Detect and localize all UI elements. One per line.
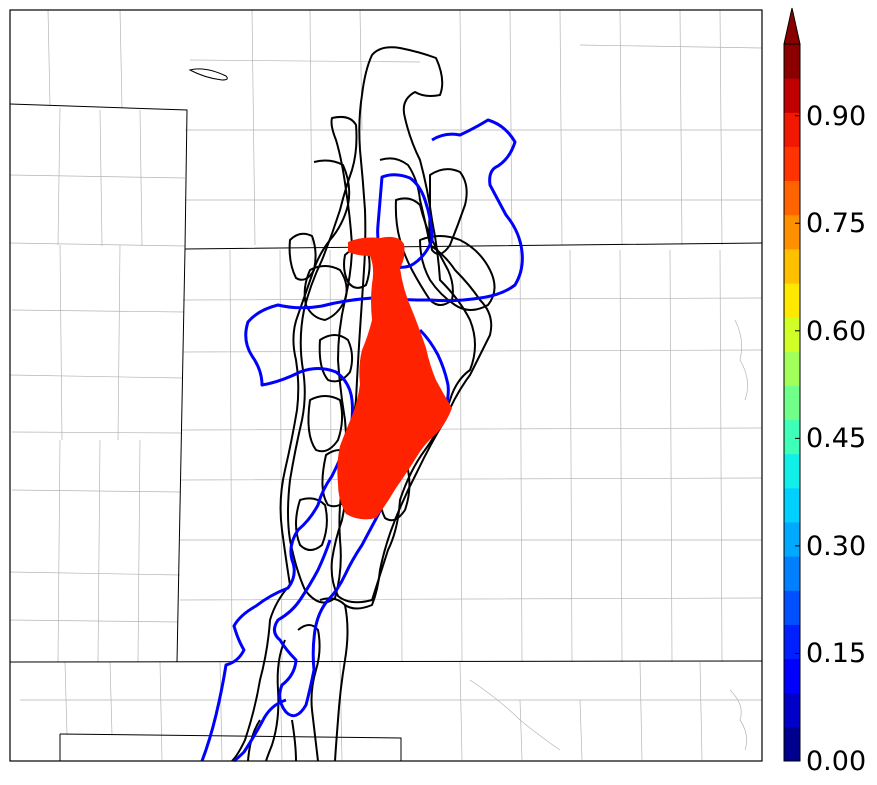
colorbar-segment (784, 78, 800, 113)
colorbar-segments (784, 44, 800, 762)
colorbar-segment (784, 590, 800, 625)
colorbar-tick-label: 0.00 (806, 746, 867, 777)
colorbar-segment (784, 556, 800, 591)
colorbar-tick-label: 0.15 (806, 638, 867, 670)
colorbar (783, 7, 801, 762)
colorbar-segment (784, 283, 800, 318)
colorbar-segment (784, 726, 800, 762)
county-lines (9, 9, 763, 761)
colorbar-segment (784, 146, 800, 182)
colorbar-segment (784, 419, 800, 455)
colorbar-segment (784, 248, 800, 284)
colorbar-segment (784, 214, 800, 250)
colorbar-segment (784, 385, 800, 421)
colorbar-tick-label: 0.30 (806, 530, 867, 562)
colorbar-segment (784, 180, 800, 216)
high-probability-area (337, 236, 452, 520)
colorbar-tick-marks (795, 115, 800, 762)
colorbar-segment (784, 112, 800, 147)
colorbar-segment (784, 351, 800, 386)
colorbar-segment (784, 692, 800, 728)
colorbar-tick-label: 0.75 (806, 208, 867, 240)
map-frame (9, 9, 763, 762)
map-panel (9, 9, 763, 763)
colorbar-tick-label: 0.90 (806, 100, 867, 132)
colorbar-segment (784, 44, 800, 79)
colorbar-segment (784, 317, 800, 352)
colorbar-segment (784, 624, 800, 660)
colorbar-extend-arrow (783, 7, 801, 45)
state-lines (9, 68, 763, 761)
colorbar-frame (783, 43, 801, 762)
colorbar-tick-label: 0.45 (806, 423, 867, 455)
colorbar-segment (784, 522, 800, 557)
colorbar-tick-label: 0.60 (806, 315, 867, 347)
colorbar-segment (784, 487, 800, 523)
colorbar-segment (784, 453, 800, 489)
colorbar-segment (784, 658, 800, 694)
